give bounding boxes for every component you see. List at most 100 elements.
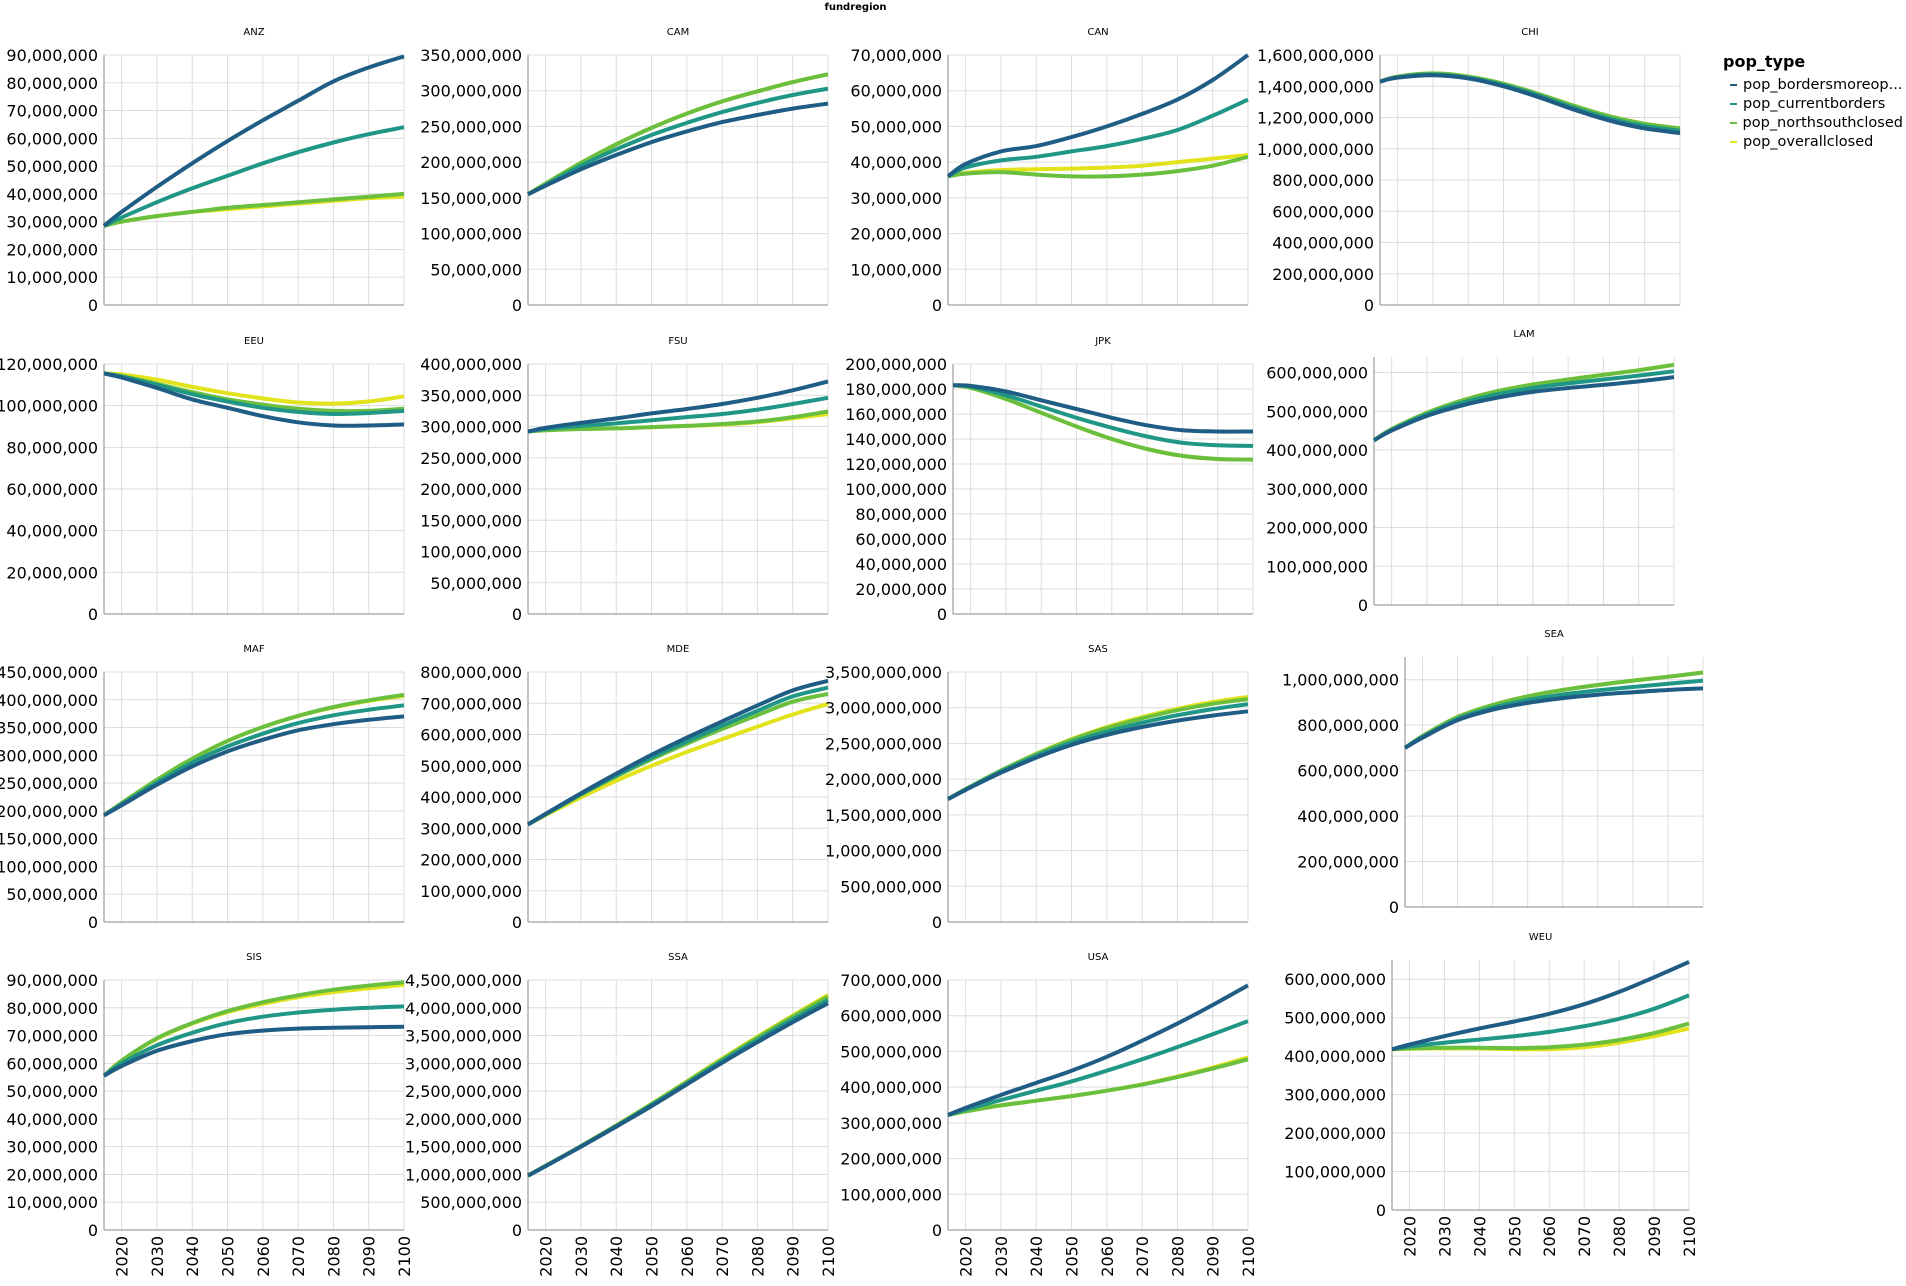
series-line-bordersmoreopen (527, 101, 829, 197)
panel-title-weu: WEU (1529, 932, 1553, 943)
series-line-northsouthclosed (952, 383, 1254, 462)
panel-can: CAN 0 10,000,000 20,000,000 30,000,000 40,000… (850, 27, 1250, 315)
y-tick-label: 60,000,000 (855, 530, 947, 549)
y-tick-label: 80,000,000 (6, 999, 98, 1018)
y-tick-label: 50,000,000 (6, 1082, 98, 1101)
y-tick-label: 0 (512, 605, 522, 624)
panel-maf: MAF 0 50,000,000 100,000,000 150,000,000 200,… (0, 644, 405, 932)
x-tick-label: 2050 (1063, 1236, 1082, 1277)
y-tick-label: 1,000,000,000 (405, 1165, 522, 1184)
x-tick-label: 2040 (1027, 1236, 1046, 1277)
y-tick-label: 50,000,000 (850, 117, 942, 136)
x-tick-label: 2080 (748, 1236, 767, 1277)
x-tick-label: 2020 (957, 1236, 976, 1277)
y-tick-label: 150,000,000 (0, 830, 98, 849)
y-tick-label: 10,000,000 (6, 1193, 98, 1212)
y-tick-label: 20,000,000 (6, 240, 98, 259)
x-tick-label: 2070 (289, 1236, 308, 1277)
series-line-bordersmoreopen (1373, 375, 1675, 443)
series-line-currentborders (952, 383, 1254, 448)
y-tick-label: 30,000,000 (6, 1138, 98, 1157)
y-tick-label: 70,000,000 (850, 46, 942, 65)
y-tick-label: 20,000,000 (855, 580, 947, 599)
y-tick-label: 400,000,000 (1284, 1047, 1386, 1066)
y-tick-label: 0 (1364, 296, 1374, 315)
legend-item-bordersmoreopen: pop_bordersmoreop... (1723, 75, 1903, 94)
legend-item-currentborders: pop_currentborders (1723, 94, 1903, 113)
y-tick-label: 100,000,000 (1266, 557, 1368, 576)
series-line-northsouthclosed (947, 697, 1249, 801)
y-tick-label: 400,000,000 (1266, 441, 1368, 460)
y-tick-label: 1,000,000,000 (1282, 671, 1399, 690)
y-tick-label: 90,000,000 (6, 46, 98, 65)
series-line-bordersmoreopen (946, 53, 1250, 179)
y-tick-label: 1,600,000,000 (1257, 46, 1374, 65)
y-tick-label: 400,000,000 (420, 788, 522, 807)
x-tick-label: 2090 (1204, 1236, 1223, 1277)
y-tick-label: 600,000,000 (420, 726, 522, 745)
y-tick-label: 10,000,000 (850, 260, 942, 279)
y-tick-label: 3,000,000,000 (405, 1054, 522, 1073)
series-line-bordersmoreopen (103, 1024, 405, 1078)
series-line-northsouthclosed (526, 691, 829, 827)
series-line-northsouthclosed (947, 154, 1249, 179)
y-tick-label: 180,000,000 (845, 380, 947, 399)
series-line-bordersmoreopen (1379, 73, 1681, 136)
panel-title-anz: ANZ (243, 27, 264, 38)
y-tick-label: 200,000,000 (1284, 1124, 1386, 1143)
y-tick-label: 0 (88, 913, 98, 932)
y-tick-label: 800,000,000 (1272, 171, 1374, 190)
y-tick-label: 150,000,000 (420, 511, 522, 530)
y-tick-label: 450,000,000 (0, 663, 98, 682)
y-tick-label: 70,000,000 (6, 1027, 98, 1046)
panel-cam: CAM 0 50,000,000 100,000,000 150,000,000 200,… (420, 27, 829, 315)
y-tick-label: 200,000,000 (1266, 519, 1368, 538)
series-line-bordersmoreopen (947, 709, 1249, 801)
y-tick-label: 4,500,000,000 (405, 971, 522, 990)
series-line-bordersmoreopen (527, 379, 829, 434)
y-tick-label: 400,000,000 (0, 691, 98, 710)
x-tick-label: 2080 (1168, 1236, 1187, 1277)
series-line-currentborders (1379, 72, 1681, 133)
x-tick-label: 2100 (1680, 1216, 1699, 1257)
legend-item-overallclosed: pop_overallclosed (1723, 132, 1903, 151)
panel-title-sis: SIS (246, 952, 262, 963)
panel-title-fsu: FSU (668, 336, 687, 347)
panel-title-chi: CHI (1521, 27, 1538, 38)
x-tick-label: 2040 (183, 1236, 202, 1277)
legend-title: pop_type (1723, 52, 1806, 71)
y-tick-label: 0 (932, 296, 942, 315)
x-tick-label: 2040 (607, 1236, 626, 1277)
y-tick-label: 2,500,000,000 (825, 734, 942, 753)
panel-title-mde: MDE (667, 644, 690, 655)
y-tick-label: 300,000,000 (0, 746, 98, 765)
y-tick-label: 200,000,000 (420, 480, 522, 499)
y-tick-label: 1,200,000,000 (1257, 109, 1374, 128)
x-tick-label: 2080 (324, 1236, 343, 1277)
x-tick-label: 2070 (1575, 1216, 1594, 1257)
legend-label-bordersmoreopen: pop_bordersmoreop... (1743, 76, 1903, 93)
y-tick-label: 300,000,000 (1266, 480, 1368, 499)
y-tick-label: 80,000,000 (6, 438, 98, 457)
y-tick-label: 400,000,000 (840, 1078, 942, 1097)
panel-title-jpk: JPK (1094, 336, 1111, 347)
series-line-bordersmoreopen (947, 983, 1249, 1117)
x-tick-label: 2100 (395, 1236, 414, 1277)
panel-title-can: CAN (1087, 27, 1108, 38)
y-tick-label: 20,000,000 (850, 225, 942, 244)
legend-swatch-overallclosed (1730, 140, 1737, 143)
series-line-bordersmoreopen (526, 678, 829, 827)
y-tick-label: 0 (88, 1221, 98, 1240)
y-tick-label: 20,000,000 (6, 1165, 98, 1184)
panel-title-ssa: SSA (668, 952, 688, 963)
y-tick-label: 500,000,000 (420, 757, 522, 776)
y-tick-label: 350,000,000 (0, 719, 98, 738)
y-tick-label: 600,000,000 (1284, 970, 1386, 989)
series-line-currentborders (947, 1019, 1249, 1117)
y-tick-label: 140,000,000 (845, 430, 947, 449)
x-tick-label: 2100 (819, 1236, 838, 1277)
y-tick-label: 200,000,000 (1297, 853, 1399, 872)
y-tick-label: 500,000,000 (840, 1042, 942, 1061)
panel-title-eeu: EEU (244, 336, 264, 347)
